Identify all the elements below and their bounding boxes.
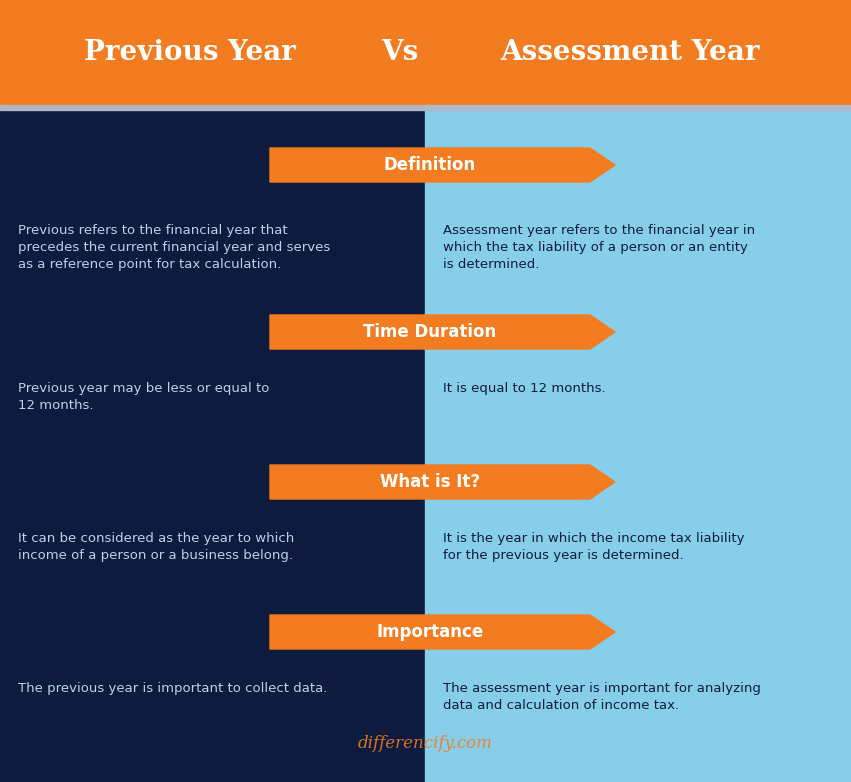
Text: The assessment year is important for analyzing
data and calculation of income ta: The assessment year is important for ana… bbox=[443, 682, 761, 712]
Text: Time Duration: Time Duration bbox=[363, 323, 497, 341]
Text: It is the year in which the income tax liability
for the previous year is determ: It is the year in which the income tax l… bbox=[443, 532, 745, 562]
Polygon shape bbox=[270, 315, 615, 349]
Text: Assessment Year: Assessment Year bbox=[500, 39, 760, 66]
Text: differencify.com: differencify.com bbox=[357, 736, 493, 752]
Bar bbox=[0, 0, 851, 105]
Polygon shape bbox=[270, 148, 615, 182]
Text: What is It?: What is It? bbox=[380, 473, 480, 491]
Text: Vs: Vs bbox=[381, 39, 419, 66]
Text: Definition: Definition bbox=[384, 156, 476, 174]
Bar bbox=[425, 110, 851, 782]
Text: It can be considered as the year to which
income of a person or a business belon: It can be considered as the year to whic… bbox=[18, 532, 294, 562]
Text: Assessment year refers to the financial year in
which the tax liability of a per: Assessment year refers to the financial … bbox=[443, 224, 755, 271]
Text: The previous year is important to collect data.: The previous year is important to collec… bbox=[18, 682, 328, 695]
Text: It is equal to 12 months.: It is equal to 12 months. bbox=[443, 382, 606, 395]
Text: Importance: Importance bbox=[376, 623, 483, 641]
Text: Previous year may be less or equal to
12 months.: Previous year may be less or equal to 12… bbox=[18, 382, 270, 412]
Polygon shape bbox=[270, 465, 615, 499]
Bar bbox=[0, 105, 851, 110]
Text: Previous refers to the financial year that
precedes the current financial year a: Previous refers to the financial year th… bbox=[18, 224, 330, 271]
Text: Previous Year: Previous Year bbox=[84, 39, 296, 66]
Polygon shape bbox=[270, 615, 615, 649]
Bar bbox=[0, 110, 425, 782]
